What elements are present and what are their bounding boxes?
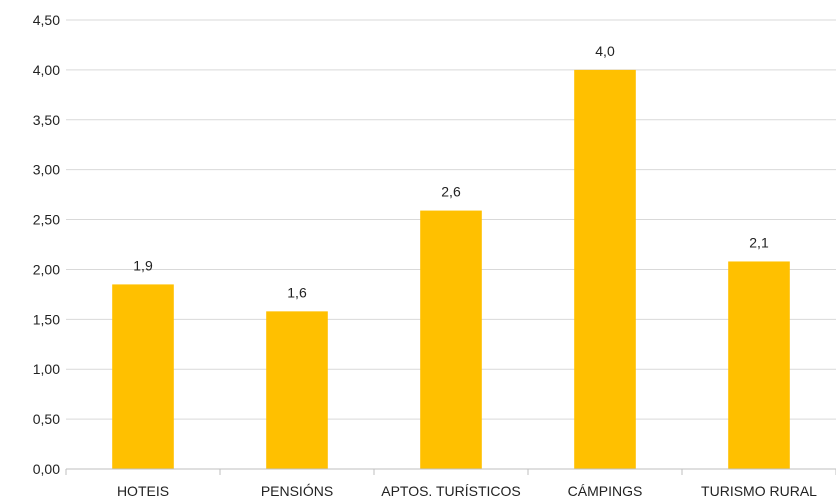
bars <box>112 69 790 469</box>
y-tick-label: 0,50 <box>33 411 60 427</box>
category-label: APTOS. TURÍSTICOS <box>381 483 521 499</box>
y-axis-tick-labels: 0,00 0,50 1,00 1,50 2,00 2,50 3,00 3,50 4,00 4,50 <box>33 12 60 477</box>
y-tick-label: 4,50 <box>33 12 60 28</box>
x-axis-category-labels: HOTEIS PENSIÓNS APTOS. TURÍSTICOS CÁMPINGS T… <box>117 483 817 499</box>
data-label: 4,0 <box>595 43 615 59</box>
category-label: TURISMO RURAL <box>701 483 817 499</box>
data-label: 2,6 <box>441 184 461 200</box>
y-tick-label: 1,00 <box>33 361 60 377</box>
y-tick-label: 4,00 <box>33 62 60 78</box>
data-labels: 1,9 1,6 2,6 4,0 2,1 <box>133 43 769 300</box>
y-tick-label: 0,00 <box>33 461 60 477</box>
x-axis <box>65 468 836 475</box>
category-label: PENSIÓNS <box>261 483 333 499</box>
bar <box>728 261 790 469</box>
data-label: 1,6 <box>287 284 307 300</box>
bar <box>574 69 636 469</box>
bar <box>420 210 482 469</box>
y-tick-label: 2,50 <box>33 212 60 228</box>
y-tick-label: 3,50 <box>33 112 60 128</box>
category-label: HOTEIS <box>117 483 169 499</box>
bar <box>112 284 174 469</box>
y-tick-label: 3,00 <box>33 162 60 178</box>
y-tick-label: 1,50 <box>33 311 60 327</box>
bar <box>266 311 328 469</box>
data-label: 2,1 <box>749 234 769 250</box>
category-label: CÁMPINGS <box>568 483 643 499</box>
data-label: 1,9 <box>133 257 153 273</box>
y-tick-label: 2,00 <box>33 261 60 277</box>
